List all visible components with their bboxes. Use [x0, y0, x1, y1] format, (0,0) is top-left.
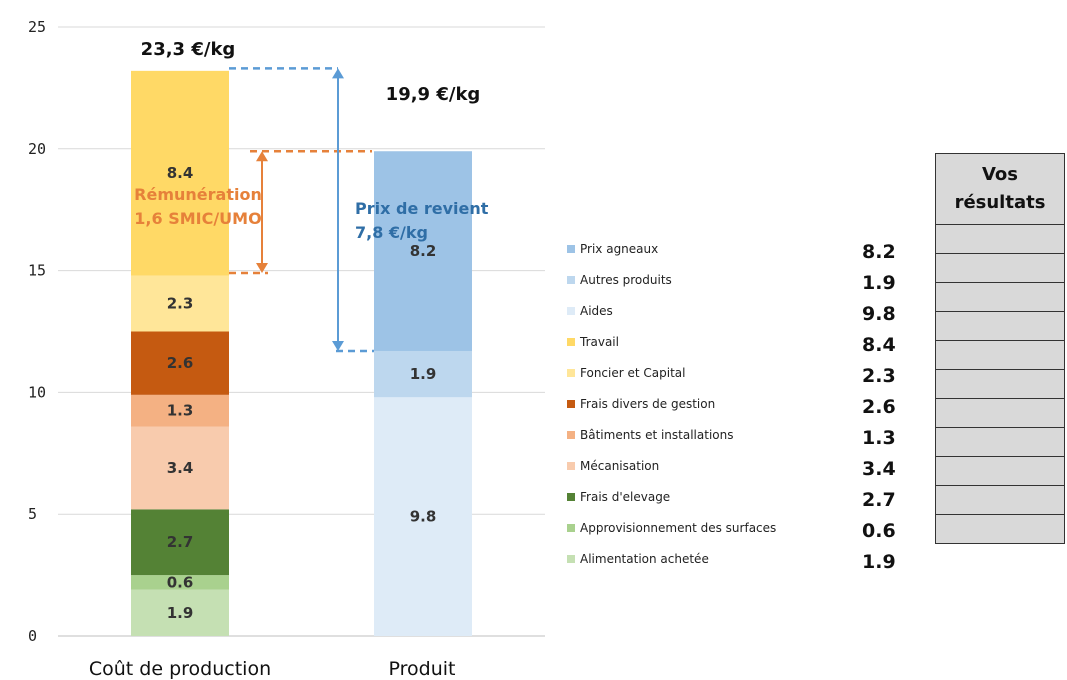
bar-segment-0-3 — [131, 426, 229, 510]
legend-swatch-7 — [567, 462, 575, 470]
results-cell[interactable] — [935, 340, 1065, 370]
legend-label-5: Frais divers de gestion — [580, 397, 715, 411]
data-label-0-0: 1.9 — [167, 604, 194, 622]
results-cell[interactable] — [935, 369, 1065, 399]
bar-segment-1-8 — [374, 397, 472, 636]
category-label-produit: Produit — [389, 658, 456, 680]
legend-swatch-8 — [567, 493, 575, 501]
legend-label-0: Prix agneaux — [580, 242, 658, 256]
legend-swatch-0 — [567, 245, 575, 253]
data-label-0-5: 2.6 — [167, 354, 194, 372]
y-tick-label-5: 5 — [28, 505, 37, 523]
remuneration-arrowhead-up — [256, 151, 268, 162]
bar-segment-0-5 — [131, 331, 229, 395]
total-cout: 23,3 €/kg — [141, 39, 236, 60]
y-tick-label-15: 15 — [28, 262, 46, 280]
bar-segment-1-10 — [374, 151, 472, 351]
legend-value-10: 1.9 — [862, 551, 896, 573]
legend-value-0: 8.2 — [862, 241, 896, 263]
results-cell[interactable] — [935, 427, 1065, 457]
legend-value-5: 2.6 — [862, 396, 896, 418]
data-label-0-7: 8.4 — [167, 164, 194, 182]
legend-label-4: Foncier et Capital — [580, 366, 685, 380]
data-label-1-10: 8.2 — [410, 242, 437, 260]
legend-label-1: Autres produits — [580, 273, 672, 287]
results-cell[interactable] — [935, 282, 1065, 312]
legend-value-2: 9.8 — [862, 303, 896, 325]
legend-label-9: Approvisionnement des surfaces — [580, 521, 776, 535]
legend-swatch-6 — [567, 431, 575, 439]
legend-label-2: Aides — [580, 304, 613, 318]
legend-value-6: 1.3 — [862, 427, 896, 449]
legend-swatch-5 — [567, 400, 575, 408]
data-label-1-9: 1.9 — [410, 365, 437, 383]
legend-value-7: 3.4 — [862, 458, 896, 480]
category-labels: Coût de production Produit — [89, 658, 456, 680]
data-label-0-4: 1.3 — [167, 402, 194, 420]
results-header-line1: Vos — [981, 164, 1019, 185]
bar-segment-0-2 — [131, 509, 229, 576]
legend-label-6: Bâtiments et installations — [580, 428, 734, 442]
bar-segment-0-1 — [131, 575, 229, 590]
data-label-1-8: 9.8 — [410, 508, 437, 526]
results-cell[interactable] — [935, 514, 1065, 544]
results-cell[interactable] — [935, 253, 1065, 283]
legend-value-4: 2.3 — [862, 365, 896, 387]
remuneration-arrowhead-down — [256, 263, 268, 274]
y-tick-label-10: 10 — [28, 383, 46, 401]
legend-swatch-1 — [567, 276, 575, 284]
bar-segment-0-6 — [131, 275, 229, 332]
legend: Prix agneaux 8.2 Autres produits 1.9 Aides 9.… — [567, 241, 896, 573]
total-produit: 19,9 €/kg — [386, 84, 481, 105]
results-cell[interactable] — [935, 398, 1065, 428]
prix-revient-arrowhead-up — [332, 68, 344, 79]
y-axis-ticks: 0 5 10 15 20 25 — [28, 18, 46, 645]
legend-swatch-10 — [567, 555, 575, 563]
results-cell[interactable] — [935, 485, 1065, 515]
results-header: Vos résultats — [935, 153, 1065, 225]
legend-swatch-9 — [567, 524, 575, 532]
bar-segment-0-4 — [131, 394, 229, 427]
data-label-0-2: 2.7 — [167, 533, 194, 551]
y-tick-label-25: 25 — [28, 18, 46, 36]
legend-swatch-4 — [567, 369, 575, 377]
legend-value-3: 8.4 — [862, 334, 896, 356]
remuneration-label-line1: Rémunération — [134, 185, 262, 204]
bar-segment-0-7 — [131, 70, 229, 276]
prix-revient-label-line2: 7,8 €/kg — [355, 223, 428, 242]
bar-segment-0-0 — [131, 589, 229, 636]
bar-totals: 23,3 €/kg 19,9 €/kg — [141, 39, 481, 105]
remuneration-label-line2: 1,6 SMIC/UMO — [134, 209, 261, 228]
legend-label-8: Frais d'elevage — [580, 490, 670, 504]
data-label-0-1: 0.6 — [167, 573, 194, 591]
bars: 1.9 0.6 2.7 3.4 1.3 2.6 2.3 8.4 9.8 1.9 8.2 — [131, 70, 472, 636]
legend-value-1: 1.9 — [862, 272, 896, 294]
legend-label-7: Mécanisation — [580, 459, 659, 473]
legend-value-8: 2.7 — [862, 489, 896, 511]
data-label-0-6: 2.3 — [167, 294, 194, 312]
y-tick-label-0: 0 — [28, 627, 37, 645]
annotations: Rémunération 1,6 SMIC/UMO Prix de revien… — [134, 67, 489, 353]
legend-swatch-2 — [567, 307, 575, 315]
results-cell[interactable] — [935, 456, 1065, 486]
prix-revient-label-line1: Prix de revient — [355, 199, 489, 218]
results-table: Vos résultats — [935, 153, 1065, 544]
bar-segment-1-9 — [374, 350, 472, 398]
prix-revient-arrowhead-down — [332, 340, 344, 351]
data-label-0-3: 3.4 — [167, 459, 194, 477]
results-header-line2: résultats — [954, 192, 1046, 213]
results-cell[interactable] — [935, 311, 1065, 341]
legend-label-3: Travail — [579, 335, 619, 349]
legend-label-10: Alimentation achetée — [580, 552, 709, 566]
y-tick-label-20: 20 — [28, 140, 46, 158]
legend-swatch-3 — [567, 338, 575, 346]
legend-value-9: 0.6 — [862, 520, 896, 542]
category-label-cout: Coût de production — [89, 658, 271, 680]
results-cell[interactable] — [935, 224, 1065, 254]
